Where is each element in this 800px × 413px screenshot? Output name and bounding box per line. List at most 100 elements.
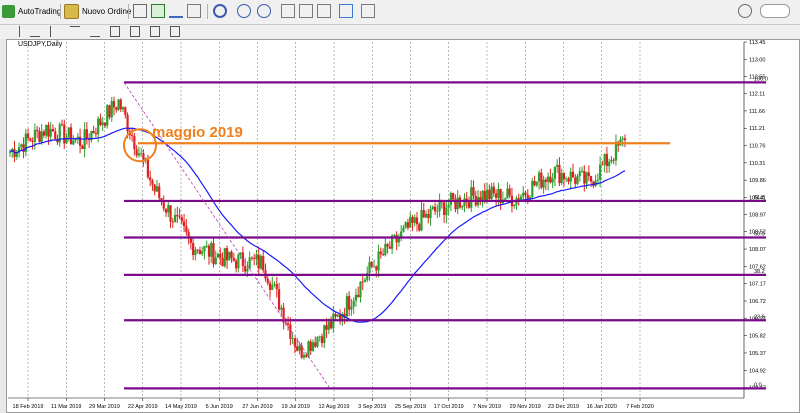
line-chart-icon[interactable] (169, 4, 183, 18)
chat-icon[interactable] (760, 4, 790, 18)
y-tick-label: 112.55 (749, 75, 765, 81)
y-tick-label: 109.41 (749, 195, 766, 201)
candle-body (366, 273, 369, 280)
autotrading-button[interactable]: AutoTrading (2, 3, 61, 20)
candle-body (504, 198, 507, 200)
candle-body (280, 307, 283, 310)
candle-body (562, 173, 566, 180)
horizontal-line-icon[interactable] (70, 26, 80, 37)
candle-body (427, 213, 430, 218)
candle-body (341, 313, 344, 320)
candle-body (289, 324, 292, 339)
candle-body (345, 296, 348, 317)
candle-body (391, 235, 394, 249)
candle-body (97, 118, 100, 135)
candle-body (567, 178, 570, 182)
candle-body (153, 184, 156, 192)
candle-body (368, 261, 371, 274)
candle-body (266, 278, 269, 284)
text-tool-icon[interactable] (150, 26, 160, 37)
candle-body (470, 187, 473, 208)
candle-body (497, 188, 500, 198)
scroll-chart-icon[interactable] (299, 4, 313, 18)
candle-body (33, 129, 36, 142)
candle-body (323, 325, 326, 343)
candle-body (54, 131, 57, 139)
indicators-icon[interactable] (339, 4, 353, 18)
candle-body (140, 153, 143, 154)
candle-body (126, 115, 129, 132)
candle-body (372, 266, 376, 268)
candle-body (458, 197, 462, 208)
candle-body (585, 172, 588, 184)
candle-body (438, 200, 441, 212)
vertical-line-icon[interactable] (50, 26, 60, 37)
candle-body (76, 136, 79, 139)
candle-body (443, 202, 446, 216)
candle-body (485, 189, 489, 201)
candle-body (375, 266, 378, 271)
candle-body (291, 338, 294, 340)
candle-body (352, 300, 355, 307)
candle-body (488, 189, 491, 200)
candle-body (449, 193, 453, 205)
candle-body (29, 138, 32, 141)
crosshair-icon[interactable] (30, 26, 40, 37)
candle-body (275, 283, 278, 290)
x-tick-label: 16 Jan 2020 (587, 404, 617, 410)
candle-body (339, 314, 342, 320)
x-tick-label: 17 Oct 2019 (434, 404, 464, 410)
candle-body (400, 231, 403, 239)
channel-icon[interactable] (110, 26, 120, 37)
clock-icon[interactable] (213, 4, 227, 18)
candle-body (149, 177, 152, 181)
search-icon[interactable] (738, 4, 752, 18)
bar-chart-icon[interactable] (133, 4, 147, 18)
candle-body (26, 133, 30, 139)
x-tick-label: 3 Sep 2019 (358, 404, 386, 410)
candle-body (452, 193, 455, 200)
candlestick-icon[interactable] (151, 4, 165, 18)
candle-body (549, 176, 552, 183)
candle-body (508, 188, 511, 196)
candle-body (424, 213, 428, 218)
templates-icon[interactable] (361, 4, 375, 18)
candle-body (178, 216, 181, 218)
candle-body (253, 257, 256, 259)
trendline-icon[interactable] (90, 26, 100, 37)
candle-body (135, 149, 138, 156)
tile-windows-icon[interactable] (281, 4, 295, 18)
zoom-in-icon[interactable] (237, 4, 251, 18)
candle-body (456, 197, 459, 210)
label-tool-icon[interactable] (170, 26, 180, 37)
candle-body (359, 281, 362, 298)
cursor-icon[interactable] (10, 26, 20, 37)
candle-body (551, 178, 554, 183)
candle-body (196, 249, 199, 251)
candle-body (42, 131, 46, 136)
candle-body (393, 234, 396, 236)
candle-body (268, 283, 272, 291)
candle-body (495, 193, 498, 198)
candle-body (262, 256, 265, 271)
fibonacci-icon[interactable] (130, 26, 140, 37)
candle-body (58, 124, 61, 143)
candle-body (171, 221, 174, 223)
candle-body (176, 214, 179, 217)
fibonacci-level-label: 50.0 (754, 232, 765, 238)
candle-body (69, 127, 73, 145)
candle-body (108, 105, 111, 118)
candle-body (379, 251, 382, 255)
chart-shift-icon[interactable] (317, 4, 331, 18)
candle-body (49, 128, 52, 137)
candle-body (158, 186, 161, 198)
candle-body (311, 342, 315, 351)
chart-type-icon[interactable] (187, 4, 201, 18)
new-order-button[interactable]: Nuovo Ordine (64, 3, 131, 20)
candle-body (388, 246, 391, 249)
zoom-out-icon[interactable] (257, 4, 271, 18)
candle-body (237, 254, 240, 269)
candle-body (422, 209, 425, 218)
candle-body (571, 171, 575, 178)
